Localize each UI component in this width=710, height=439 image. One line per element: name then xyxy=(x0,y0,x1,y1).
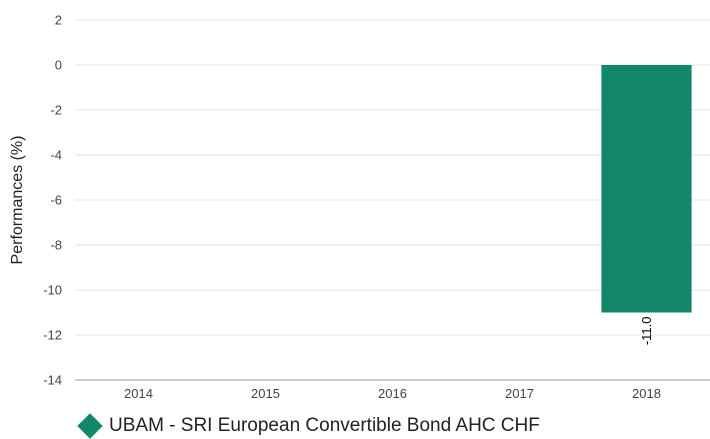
legend-label: UBAM - SRI European Convertible Bond AHC… xyxy=(109,415,540,436)
data-label: -11.0 xyxy=(639,317,654,346)
bars xyxy=(601,65,692,313)
x-tick-label: 2015 xyxy=(251,386,280,401)
x-tick-label: 2017 xyxy=(505,386,534,401)
x-tick-label: 2018 xyxy=(632,386,661,401)
performance-bar-chart: 20-2-4-6-8-10-12-14 -11.0 2014 2015 2016 20… xyxy=(9,13,710,401)
x-tick-label: 2016 xyxy=(378,386,407,401)
y-axis-title: Performances (%) xyxy=(9,136,26,265)
y-tick-label: 2 xyxy=(55,13,62,28)
data-labels: -11.0 xyxy=(639,317,654,346)
y-axis-tick-labels: 2 0 -2 -4 -6 -8 -10 -12 -14 xyxy=(43,13,62,388)
y-tick-label: -12 xyxy=(43,328,62,343)
y-tick-label: -14 xyxy=(43,373,62,388)
x-tick-label: 2014 xyxy=(124,386,153,401)
y-tick-label: -2 xyxy=(50,103,62,118)
y-tick-label: -10 xyxy=(43,283,62,298)
y-tick-label: -6 xyxy=(50,193,62,208)
y-tick-label: -4 xyxy=(50,148,62,163)
y-tick-label: 0 xyxy=(55,58,62,73)
bar-2018[interactable] xyxy=(601,65,692,313)
legend[interactable]: UBAM - SRI European Convertible Bond AHC… xyxy=(77,413,540,439)
x-axis-tick-labels: 2014 2015 2016 2017 2018 xyxy=(124,386,661,401)
grid-lines xyxy=(75,19,710,336)
legend-diamond-icon xyxy=(77,413,103,439)
y-tick-label: -8 xyxy=(50,238,62,253)
